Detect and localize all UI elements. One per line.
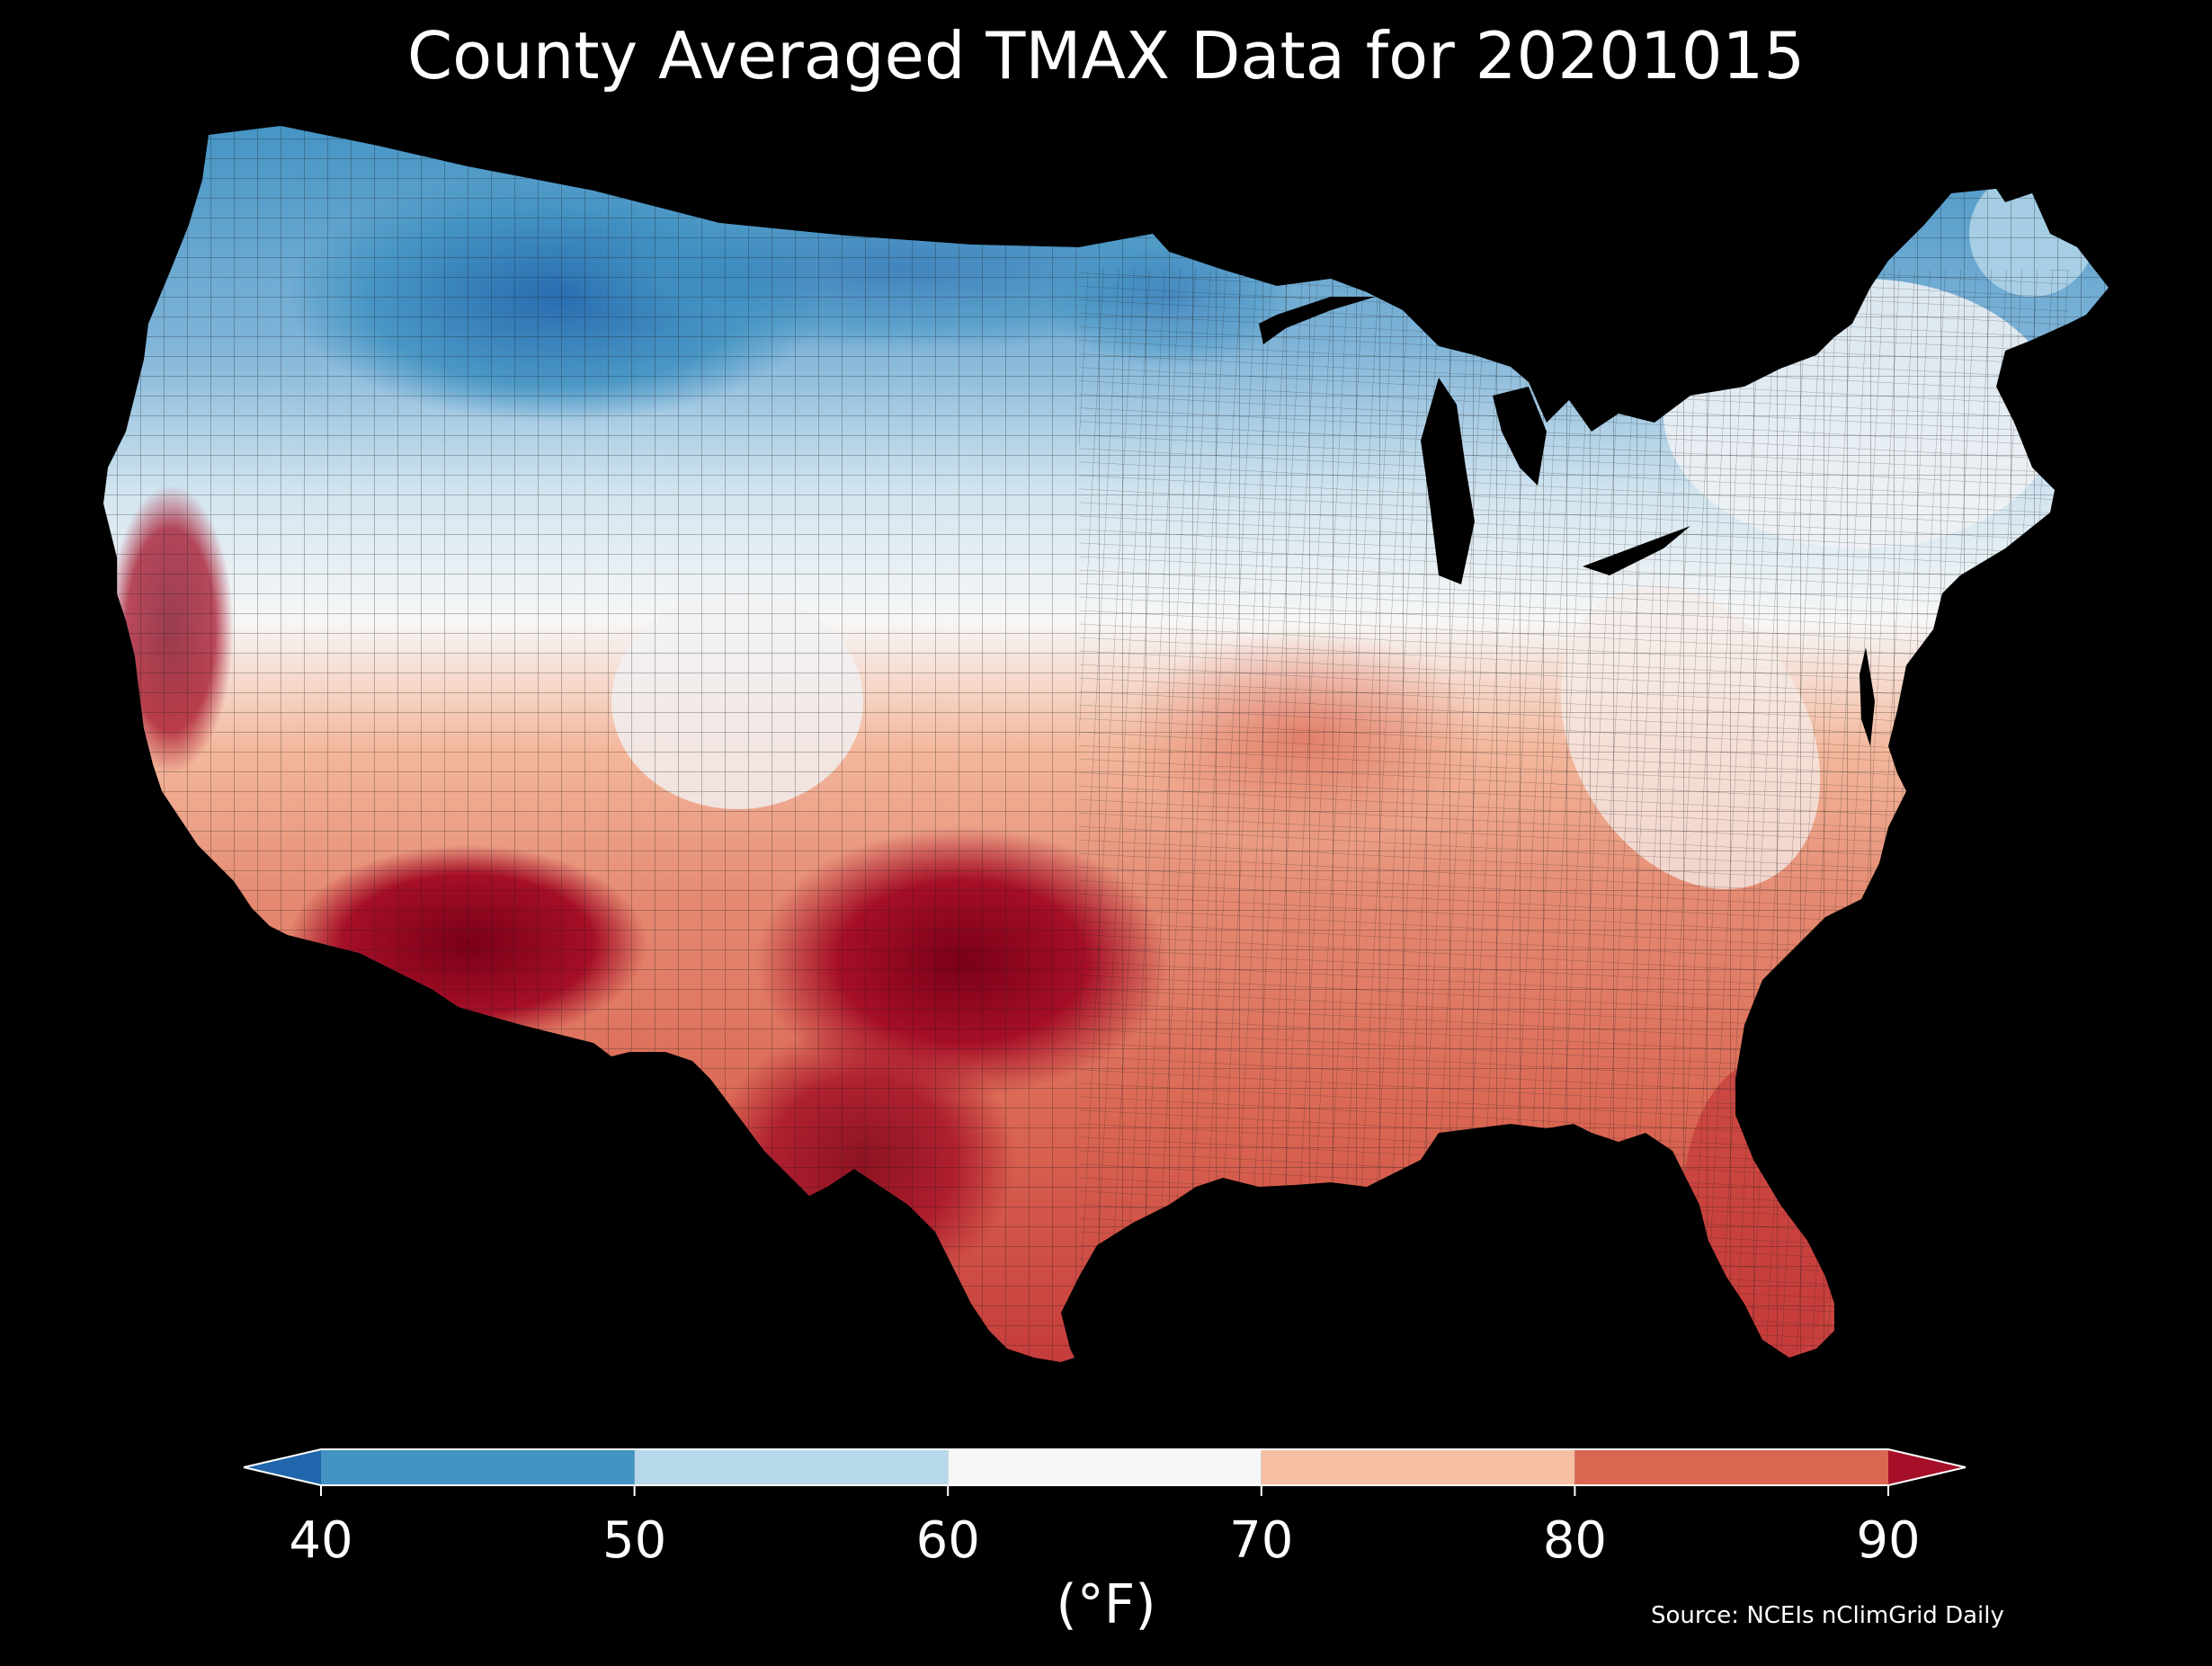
colorbar-extend-under bbox=[244, 1449, 321, 1485]
colorbar-tick-label-3: 70 bbox=[1229, 1511, 1293, 1570]
colorbar-tick-label-2: 60 bbox=[916, 1511, 980, 1570]
colorbar-tick-label-0: 40 bbox=[289, 1511, 352, 1570]
colorbar-bin-1 bbox=[634, 1449, 949, 1485]
colorbar-bin-0 bbox=[321, 1449, 635, 1485]
lake-superior bbox=[1259, 297, 1376, 344]
county-borders-east bbox=[1079, 270, 2068, 1349]
colorbar: 40 50 60 70 80 90 bbox=[243, 1448, 1967, 1570]
colorbar-tick-label-4: 80 bbox=[1543, 1511, 1607, 1570]
colorbar-bin-4 bbox=[1574, 1449, 1888, 1485]
us-county-map bbox=[103, 126, 2109, 1362]
colorbar-tick-label-1: 50 bbox=[602, 1511, 666, 1570]
source-note: Source: NCEIs nClimGrid Daily bbox=[1651, 1602, 2004, 1629]
great-lakes bbox=[1259, 297, 1875, 746]
colorbar-bin-3 bbox=[1261, 1449, 1575, 1485]
map-title: County Averaged TMAX Data for 20201015 bbox=[406, 18, 1806, 94]
chesapeake-bay bbox=[1860, 647, 1875, 746]
colorbar-bin-2 bbox=[948, 1449, 1262, 1485]
lake-huron bbox=[1493, 387, 1547, 486]
lake-michigan bbox=[1421, 378, 1475, 584]
lake-erie bbox=[1583, 526, 1690, 575]
colorbar-unit-label: (°F) bbox=[1056, 1573, 1156, 1636]
colorbar-tick-label-5: 90 bbox=[1856, 1511, 1920, 1570]
colorbar-extend-over bbox=[1888, 1449, 1966, 1485]
